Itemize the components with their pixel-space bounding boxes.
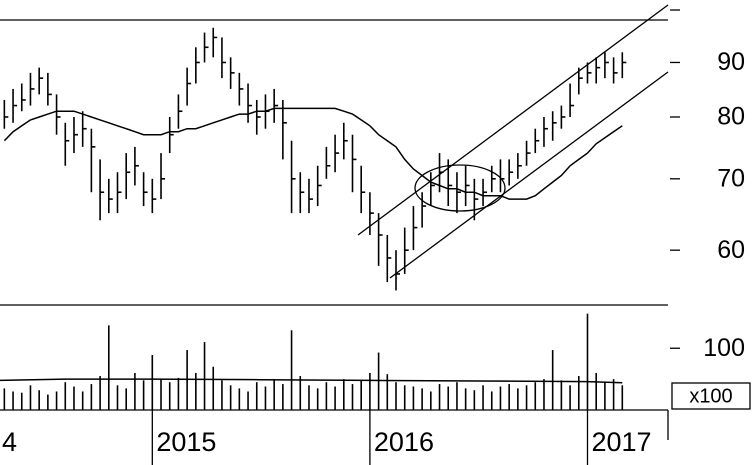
y-tick-label: 70: [717, 164, 745, 192]
x-tick-label: 2017: [591, 427, 651, 457]
highlight-ellipse: [414, 164, 506, 212]
y-tick-label: 90: [717, 48, 745, 76]
unit-label: x100: [689, 385, 732, 407]
x-tick-label: 4: [2, 427, 17, 457]
volume-average: [0, 378, 623, 384]
y-tick-label: 100: [703, 334, 745, 362]
channel-lower: [389, 71, 669, 279]
channel-upper: [357, 4, 669, 236]
y-tick-label: 80: [717, 103, 745, 131]
x-tick-label: 2016: [374, 427, 434, 457]
moving-average: [3, 107, 623, 200]
unit-box: [671, 382, 751, 410]
x-tick-label: 2015: [156, 427, 216, 457]
y-tick-label: 60: [717, 236, 745, 264]
